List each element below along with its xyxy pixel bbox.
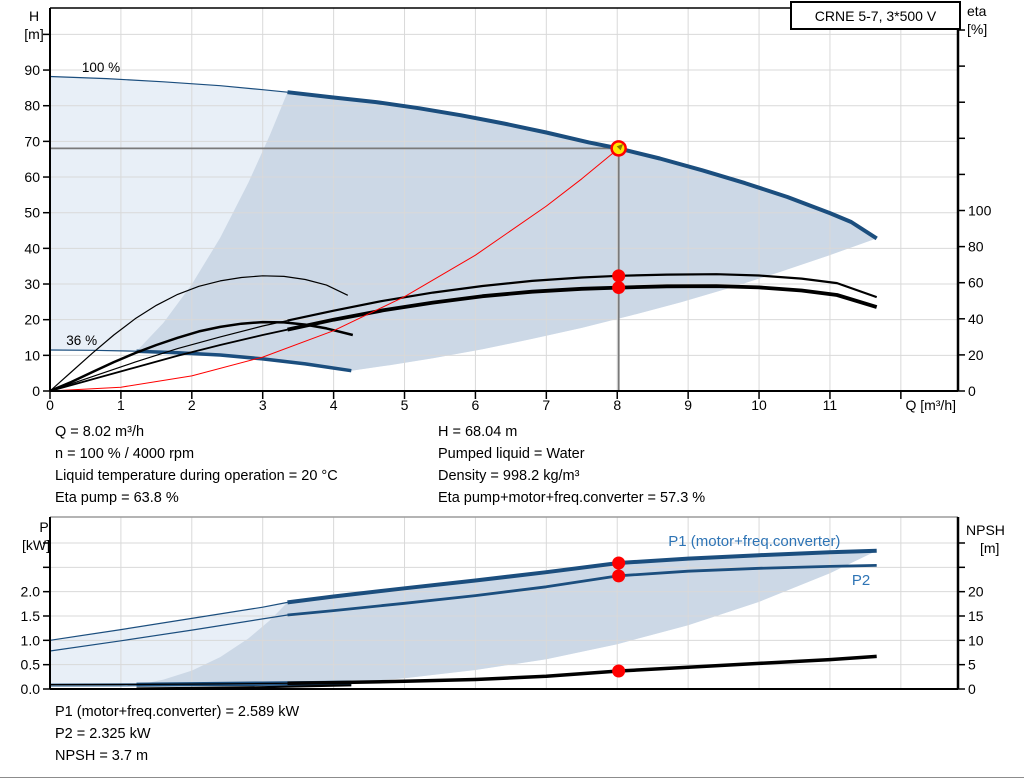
p2-curve-label: P2 xyxy=(852,572,870,589)
series-p1-100pct-thin xyxy=(50,601,288,641)
head-value: H = 68.04 m xyxy=(438,424,518,440)
head-chart: 100 %36 %0102030405060708090020406080100… xyxy=(24,7,992,413)
series-qh-100pct-thick xyxy=(287,90,878,241)
series-system-curve xyxy=(50,148,620,391)
left-axis-tick-label: 30 xyxy=(24,276,40,292)
x-axis-tick-label: 1 xyxy=(117,397,125,413)
series-qh-36pct-thick xyxy=(136,349,352,373)
series-p2-100pct-thick xyxy=(287,564,877,617)
flow-value: Q = 8.02 m³/h xyxy=(55,424,145,440)
left-axis-tick-label: 80 xyxy=(24,98,40,114)
left-axis-tick-label: 1.0 xyxy=(21,632,41,648)
speed-value: n = 100 % / 4000 rpm xyxy=(55,446,195,462)
series-p2-100pct-thin xyxy=(50,614,288,652)
power-axis-unit: [kW] xyxy=(22,537,50,553)
duty-info-left: Q = 8.02 m³/h n = 100 % / 4000 rpm Liqui… xyxy=(55,421,338,509)
speed-min-label: 36 % xyxy=(66,333,97,348)
right-axis-tick-label: 20 xyxy=(968,347,984,363)
right-axis-tick-label: 0 xyxy=(968,383,976,399)
p1-value: P1 (motor+freq.converter) = 2.589 kW xyxy=(55,704,300,720)
plot-area xyxy=(50,8,958,391)
series-npsh-thick xyxy=(287,654,877,686)
series-p1-100pct-thick xyxy=(287,548,877,605)
power-npsh-chart: P1 (motor+freq.converter) P2 0.0 0.5 1.0 1.5 2… xyxy=(21,516,984,697)
right-axis-tick-label: 5 xyxy=(968,657,976,673)
p2-value: P2 = 2.325 kW xyxy=(55,726,151,742)
left-axis-tick-label: 1.5 xyxy=(21,608,41,624)
npsh-value: NPSH = 3.7 m xyxy=(55,748,149,764)
left-axis-tick-label: 60 xyxy=(24,169,40,185)
left-axis-tick-label: 50 xyxy=(24,205,40,221)
region-duty-range-dark xyxy=(136,92,877,371)
marker-npsh-point xyxy=(612,664,626,678)
right-axis-tick-label: 100 xyxy=(968,203,992,219)
right-axis-tick-label: 0 xyxy=(968,681,976,697)
left-axis-tick-label: 10 xyxy=(24,347,40,363)
pumped-liquid-value: Pumped liquid = Water xyxy=(438,446,585,462)
eta-axis-title: eta xyxy=(967,3,987,19)
footer-divider xyxy=(0,777,1024,778)
left-axis-tick-label: 2.0 xyxy=(21,584,41,600)
right-axis-tick-label: 15 xyxy=(968,608,984,624)
x-axis-tick-label: 3 xyxy=(259,397,267,413)
eta-pump-value: Eta pump = 63.8 % xyxy=(55,490,179,506)
x-axis-tick-label: 0 xyxy=(46,397,54,413)
left-axis-tick-label: 0.0 xyxy=(21,681,41,697)
series-eta-total-100pct-thin xyxy=(50,328,288,391)
pump-title-box: CRNE 5-7, 3*500 V xyxy=(790,1,961,30)
axis-titles: H [m] eta [%] P [kW] NPSH [m] Q [m³/h] xyxy=(22,3,1005,556)
left-axis-tick-label: 0 xyxy=(32,383,40,399)
x-axis-tick-label: 7 xyxy=(542,397,550,413)
region-power-duty-dark xyxy=(136,550,877,686)
series-qh-36pct-thin xyxy=(50,349,137,352)
x-axis-tick-label: 10 xyxy=(751,397,767,413)
series-eta-total-100pct-thick xyxy=(287,284,878,332)
left-axis-tick-label: 40 xyxy=(24,240,40,256)
right-axis-tick-label: 10 xyxy=(968,632,984,648)
duty-info-right: H = 68.04 m Pumped liquid = Water Densit… xyxy=(438,421,705,509)
x-axis-tick-label: 8 xyxy=(613,397,621,413)
plot-area xyxy=(50,517,958,689)
x-axis-tick-label: 4 xyxy=(330,397,338,413)
series-eta-pump-36pct xyxy=(50,275,349,391)
head-axis-unit: [m] xyxy=(24,26,43,42)
right-axis-tick-label: 40 xyxy=(968,311,984,327)
speed-max-label: 100 % xyxy=(82,60,120,75)
right-axis-tick-label: 80 xyxy=(968,239,984,255)
npsh-axis-unit: [m] xyxy=(980,540,999,556)
left-axis-tick-label: 20 xyxy=(24,312,40,328)
flow-axis-label: Q [m³/h] xyxy=(905,397,956,413)
duty-point-arrow-icon xyxy=(616,143,624,151)
npsh-axis-title: NPSH xyxy=(966,522,1005,538)
marker-p2-point xyxy=(612,569,626,583)
head-axis-title: H xyxy=(29,8,39,24)
series-qh-100pct-thin xyxy=(50,75,288,93)
liquid-temperature-value: Liquid temperature during operation = 20… xyxy=(55,468,338,484)
eta-axis-unit: [%] xyxy=(967,21,987,37)
series-eta-pump-100pct-thin xyxy=(50,320,288,391)
series-npsh-thin xyxy=(50,682,288,686)
right-axis-tick-label: 20 xyxy=(968,584,984,600)
density-value: Density = 998.2 kg/m³ xyxy=(438,468,580,484)
power-info: P1 (motor+freq.converter) = 2.589 kW P2 … xyxy=(55,701,299,767)
p1-curve-label: P1 (motor+freq.converter) xyxy=(668,533,840,550)
x-axis-tick-label: 6 xyxy=(472,397,480,413)
x-axis-tick-label: 11 xyxy=(823,397,838,413)
eta-total-value: Eta pump+motor+freq.converter = 57.3 % xyxy=(438,490,706,506)
x-axis-tick-label: 2 xyxy=(188,397,196,413)
left-axis-tick-label: 70 xyxy=(24,133,40,149)
marker-p1-point xyxy=(612,556,626,570)
series-eta-pump-100pct-thick xyxy=(287,273,878,322)
series-eta-total-36pct xyxy=(50,320,354,391)
marker-eta-total-point xyxy=(612,281,626,295)
left-axis-tick-label: 0.5 xyxy=(21,657,41,673)
x-axis-tick-label: 9 xyxy=(684,397,692,413)
right-axis-tick-label: 60 xyxy=(968,275,984,291)
power-axis-title: P xyxy=(39,519,48,535)
left-axis-tick-label: 90 xyxy=(24,62,40,78)
marker-eta-pump-point xyxy=(612,269,626,283)
x-axis-tick-label: 5 xyxy=(401,397,409,413)
